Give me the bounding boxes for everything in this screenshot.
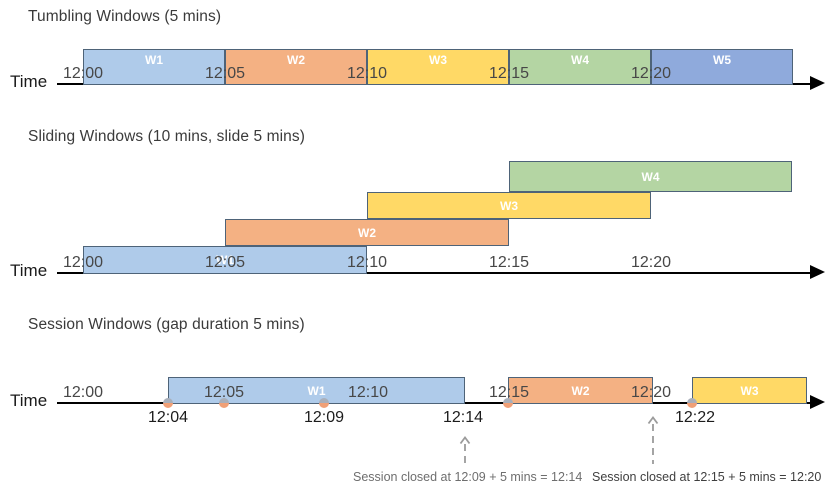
- session-callout-text-0: Session closed at 12:09 + 5 mins = 12:14: [353, 470, 583, 484]
- tick-label-below-1204: 12:04: [147, 409, 189, 426]
- tick-label-below-1214: 12:14: [442, 409, 484, 426]
- tick-label-sliding-1205: 12:05: [204, 254, 246, 271]
- tick-label-session-1220: 12:20: [630, 384, 672, 401]
- window-box-tumbling-w5: W5: [651, 49, 793, 85]
- tick-label-session-1215: 12:15: [488, 384, 530, 401]
- window-box-session-w2: W2: [508, 377, 653, 404]
- tick-label-sliding-1200: 12:00: [62, 254, 104, 271]
- tick-label-below-1222: 12:22: [674, 409, 716, 426]
- tick-label-tumbling-1215: 12:15: [488, 65, 530, 82]
- window-label-w2: W2: [571, 383, 590, 398]
- section-title-tumbling: Tumbling Windows (5 mins): [28, 8, 222, 25]
- window-box-sliding-w4: W4: [509, 161, 792, 192]
- time-axis-label: Time: [10, 261, 48, 280]
- window-label-w1: W1: [145, 53, 163, 67]
- axis-arrow-icon: [810, 76, 825, 90]
- window-label-w4: W4: [641, 169, 660, 184]
- window-box-sliding-w3: W3: [367, 192, 651, 219]
- time-axis-label: Time: [10, 72, 48, 91]
- tick-label-session-1205: 12:05: [203, 384, 245, 401]
- tick-label-sliding-1210: 12:10: [346, 254, 388, 271]
- window-label-w3: W3: [500, 198, 518, 213]
- window-label-w1: W1: [216, 253, 234, 267]
- window-label-w4: W4: [571, 53, 589, 67]
- window-box-sliding-w2: W2: [225, 219, 509, 246]
- tick-label-below-1209: 12:09: [303, 409, 345, 426]
- window-box-tumbling-w4: W4: [509, 49, 651, 85]
- callout-arrow-icon-1: [647, 416, 659, 464]
- tick-label-session-1200: 12:00: [62, 384, 104, 401]
- tick-label-tumbling-1205: 12:05: [204, 65, 246, 82]
- callout-arrow-icon-0: [459, 436, 471, 464]
- window-box-tumbling-w2: W2: [225, 49, 367, 85]
- tick-label-session-1210: 12:10: [347, 384, 389, 401]
- event-dot-4: [687, 398, 697, 408]
- event-dot-2: [319, 398, 329, 408]
- time-axis-label: Time: [10, 391, 48, 410]
- axis-arrow-icon: [810, 265, 825, 279]
- window-label-w3: W3: [740, 383, 759, 398]
- window-label-w3: W3: [429, 53, 447, 67]
- window-box-sliding-w1: W1: [83, 246, 367, 274]
- window-label-w5: W5: [713, 53, 731, 67]
- event-dot-1: [219, 398, 229, 408]
- event-dot-0: [163, 398, 173, 408]
- section-title-sliding: Sliding Windows (10 mins, slide 5 mins): [28, 128, 305, 145]
- session-callout-text-1: Session closed at 12:15 + 5 mins = 12:20: [592, 470, 822, 484]
- tick-label-tumbling-1210: 12:10: [346, 65, 388, 82]
- window-box-tumbling-w3: W3: [367, 49, 509, 85]
- window-label-w2: W2: [287, 53, 305, 67]
- window-label-w1: W1: [307, 383, 326, 398]
- window-box-session-w3: W3: [692, 377, 807, 404]
- window-box-tumbling-w1: W1: [83, 49, 225, 85]
- timeline-axis: [57, 272, 810, 274]
- section-title-session: Session Windows (gap duration 5 mins): [28, 316, 305, 333]
- tick-label-tumbling-1200: 12:00: [62, 65, 104, 82]
- window-box-session-w1: W1: [168, 377, 465, 404]
- tick-label-sliding-1220: 12:20: [630, 254, 672, 271]
- tick-label-sliding-1215: 12:15: [488, 254, 530, 271]
- event-dot-3: [503, 398, 513, 408]
- window-label-w2: W2: [358, 225, 376, 240]
- tick-label-tumbling-1220: 12:20: [630, 65, 672, 82]
- axis-arrow-icon: [810, 395, 825, 409]
